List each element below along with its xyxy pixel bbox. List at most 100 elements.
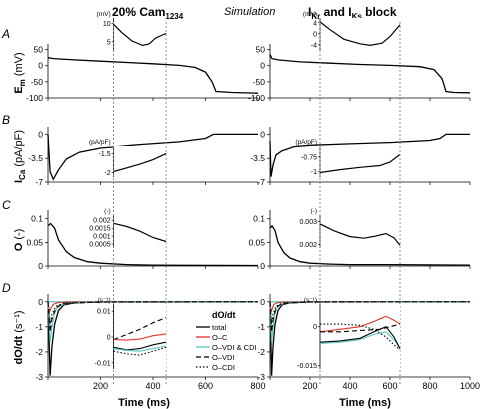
inset-unit-label: (pA/pF) [295,139,317,146]
legend-entry: total [212,323,227,332]
inset-y-tick-label: 0.001 [93,233,111,240]
inset-y-tick-label: 5 [107,39,111,46]
inset-y-tick-label: 4 [313,20,317,27]
x-tick-label: 800 [250,381,265,391]
inset-series-line [319,331,401,349]
y-tick-label: 0 [38,297,43,307]
inset-series-line [113,23,167,47]
left-column-title: 20% Cam1234 [112,5,184,21]
y-tick-label: 0.1 [253,214,265,224]
y-tick-label: -2 [35,347,43,357]
inset-background [320,304,400,370]
inset-unit-label: (mV) [97,11,111,18]
inset-y-tick-label: 0.0015 [89,226,111,233]
inset-y-tick-label: -1.5 [99,151,111,158]
y-tick-label: -7 [257,177,265,187]
inset-background [320,18,400,51]
y-tick-label: -3 [35,372,43,382]
inset-background [113,146,167,178]
series-line-main [47,133,258,181]
inset-series-line [113,341,167,351]
panel-letter-d: D [2,281,11,295]
series-line-main [269,133,470,177]
y-tick-label: 50 [256,45,266,55]
inset-y-tick-label: 10 [103,21,111,28]
inset-background [113,215,167,249]
inset-y-tick-label: -4 [311,42,317,49]
inset-background [113,304,167,370]
y-tick-label: 0 [260,261,265,271]
y-tick-label: 0 [260,129,265,139]
inset-a-right: 4 0 -4 (mV) [303,11,401,51]
legend-entry: O–C [212,333,228,342]
inset-y-tick-label: -0.015 [297,363,317,370]
inset-b-left: -1.5 -2 (pA/pF) [89,139,167,178]
y-tick-label: 0.05 [26,237,43,247]
inset-series-line [113,317,167,341]
inset-d-left: 0.01 0 -0.01 (s⁻¹) [95,297,167,370]
y-tick-label: 0 [38,129,43,139]
inset-series-line [319,315,401,333]
series-line-o-vdi [269,301,471,332]
y-axis-label-b: ICa (pA/pF) [13,130,27,183]
inset-background [320,146,400,178]
inset-y-tick-label: 0.0005 [89,241,111,248]
y-tick-label: -7 [35,177,43,187]
inset-unit-label: (pA/pF) [89,139,111,146]
panel-letter-a: A [1,27,10,41]
inset-unit-label: (-) [104,208,111,215]
inset-y-tick-label: 0 [107,335,111,342]
y-tick-label: 0.05 [248,237,265,247]
panel-letter-c: C [2,198,11,212]
inset-y-tick-label: 0.002 [93,218,111,225]
y-axis-label-d: dO/dt (s⁻¹) [13,310,25,364]
panel-letter-b: B [2,113,10,127]
inset-y-tick-label: -0.01 [95,360,111,367]
inset-series-line [320,323,401,333]
y-tick-label: 50 [34,45,44,55]
y-tick-label: -100 [248,93,265,103]
right-column-title: IKr and IKs block [308,5,397,21]
y-tick-label: 0 [260,297,265,307]
plot-area: Em (mV)500-50-100105(mV)500-50-10040-4(m… [13,11,480,391]
x-tick-label: 800 [422,381,437,391]
x-axis-label-right: Time (ms) [339,397,391,409]
legend-entry: O–VDI & CDI [212,343,257,352]
series-line-main [47,57,259,94]
y-tick-label: 0 [38,61,43,71]
inset-series-line [319,326,401,349]
x-axis-label-left: Time (ms) [118,397,170,409]
series-line-main [269,54,471,94]
x-tick-label: 600 [198,381,213,391]
inset-series-line [113,333,167,341]
y-tick-label: -1 [257,322,265,332]
series-line-o-vdi [47,301,259,332]
legend-title: dO/dt [212,310,236,320]
inset-series-line [319,21,401,47]
inset-y-tick-label: 0.01 [97,309,111,316]
y-tick-label: 0 [260,61,265,71]
inset-y-tick-label: -1 [311,169,317,176]
inset-y-tick-label: -0.75 [301,154,317,161]
inset-unit-label: (s⁻¹) [97,297,110,304]
inset-unit-label: (mV) [303,11,317,18]
inset-background [320,215,400,249]
inset-unit-label: (-) [311,208,318,215]
y-tick-label: -3 [257,372,265,382]
y-axis-label-a: Em (mV) [13,52,27,93]
legend-entry: O–VDI [212,353,235,362]
y-axis-label-c: O (-) [13,229,25,252]
inset-unit-label: (s⁻¹) [304,297,317,304]
inset-series-line [319,153,401,174]
inset-series-line [113,345,167,352]
x-tick-label: 1000 [460,381,480,391]
legend-entry: O–CDI [212,363,235,372]
inset-series-line [113,153,167,173]
y-tick-label: -2 [257,347,265,357]
inset-background [113,18,167,51]
